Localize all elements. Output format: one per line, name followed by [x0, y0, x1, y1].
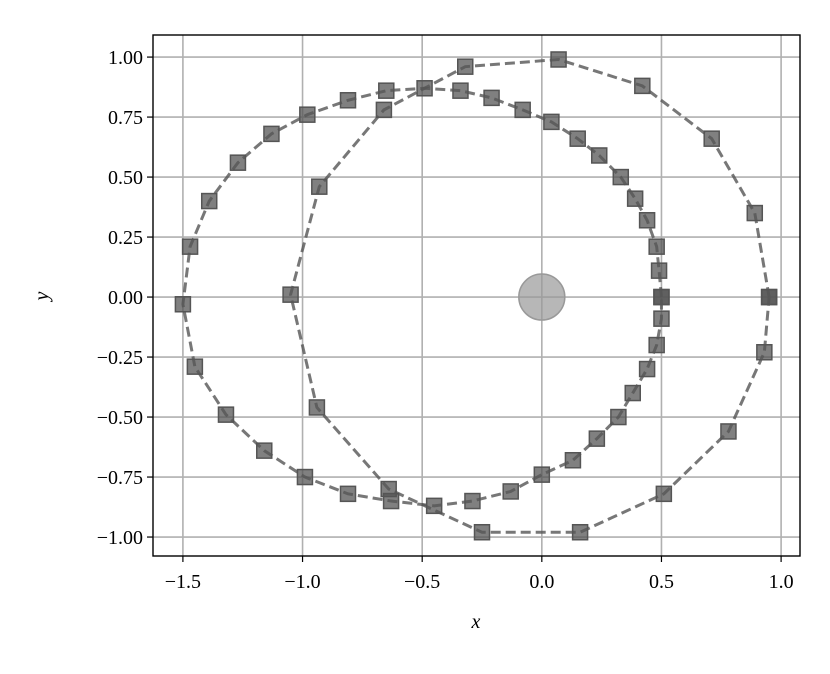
marker — [229, 154, 247, 171]
y-tick-label: −0.75 — [97, 467, 143, 489]
marker — [282, 286, 299, 303]
marker — [457, 58, 474, 75]
marker — [756, 344, 773, 361]
marker — [256, 442, 273, 459]
marker — [425, 497, 443, 515]
y-tick-label: −0.25 — [97, 347, 143, 369]
y-tick-label: 0.25 — [108, 227, 143, 249]
marker — [483, 89, 500, 107]
marker — [296, 468, 314, 486]
y-tick-label: 1.00 — [108, 47, 143, 69]
x-tick-label: −1.0 — [284, 571, 320, 593]
marker — [263, 125, 280, 143]
marker — [174, 296, 192, 313]
y-tick-label: −1.00 — [97, 527, 143, 549]
marker — [464, 492, 481, 510]
marker — [416, 80, 433, 97]
marker — [650, 262, 668, 279]
marker — [533, 466, 551, 483]
marker — [217, 406, 235, 423]
marker — [181, 238, 199, 255]
marker — [339, 92, 357, 109]
marker — [311, 178, 328, 195]
marker — [703, 130, 720, 147]
marker — [760, 288, 778, 306]
marker — [452, 82, 469, 99]
marker — [610, 408, 627, 426]
y-tick-label: 0.75 — [108, 107, 143, 129]
marker — [634, 77, 651, 95]
marker — [624, 384, 641, 402]
marker — [564, 451, 582, 469]
marker — [514, 101, 531, 119]
y-axis-label: y — [31, 291, 53, 302]
marker — [518, 273, 566, 321]
marker — [382, 492, 400, 510]
marker — [473, 523, 491, 541]
x-tick-label: −1.5 — [165, 571, 201, 593]
x-tick-label: −0.5 — [404, 571, 440, 593]
marker — [626, 190, 644, 207]
marker — [638, 212, 656, 229]
marker — [653, 310, 670, 327]
marker — [200, 192, 218, 210]
marker — [648, 336, 665, 354]
marker — [569, 130, 586, 147]
marker — [720, 423, 737, 440]
plot-frame — [152, 34, 801, 557]
marker — [655, 485, 673, 503]
x-tick-label: 0.5 — [649, 571, 674, 593]
marker — [648, 238, 665, 255]
x-tick-label: 0.0 — [529, 571, 554, 593]
marker — [638, 360, 656, 378]
marker — [588, 430, 606, 447]
marker — [308, 399, 326, 416]
y-tick-label: −0.50 — [97, 407, 143, 429]
marker — [571, 523, 589, 541]
x-axis-label: x — [471, 611, 481, 633]
marker — [378, 82, 395, 99]
y-tick-label: 0.00 — [108, 287, 143, 309]
marker — [612, 168, 630, 186]
y-tick-label: 0.50 — [108, 167, 143, 189]
marker — [590, 147, 608, 164]
marker — [653, 288, 670, 306]
marker — [543, 113, 560, 131]
marker — [186, 358, 204, 375]
marker — [299, 106, 316, 123]
marker — [550, 51, 567, 68]
marker — [375, 101, 393, 119]
marker — [746, 204, 764, 222]
marker — [339, 485, 357, 503]
x-tick-label: 1.0 — [769, 571, 794, 593]
marker — [502, 483, 519, 500]
